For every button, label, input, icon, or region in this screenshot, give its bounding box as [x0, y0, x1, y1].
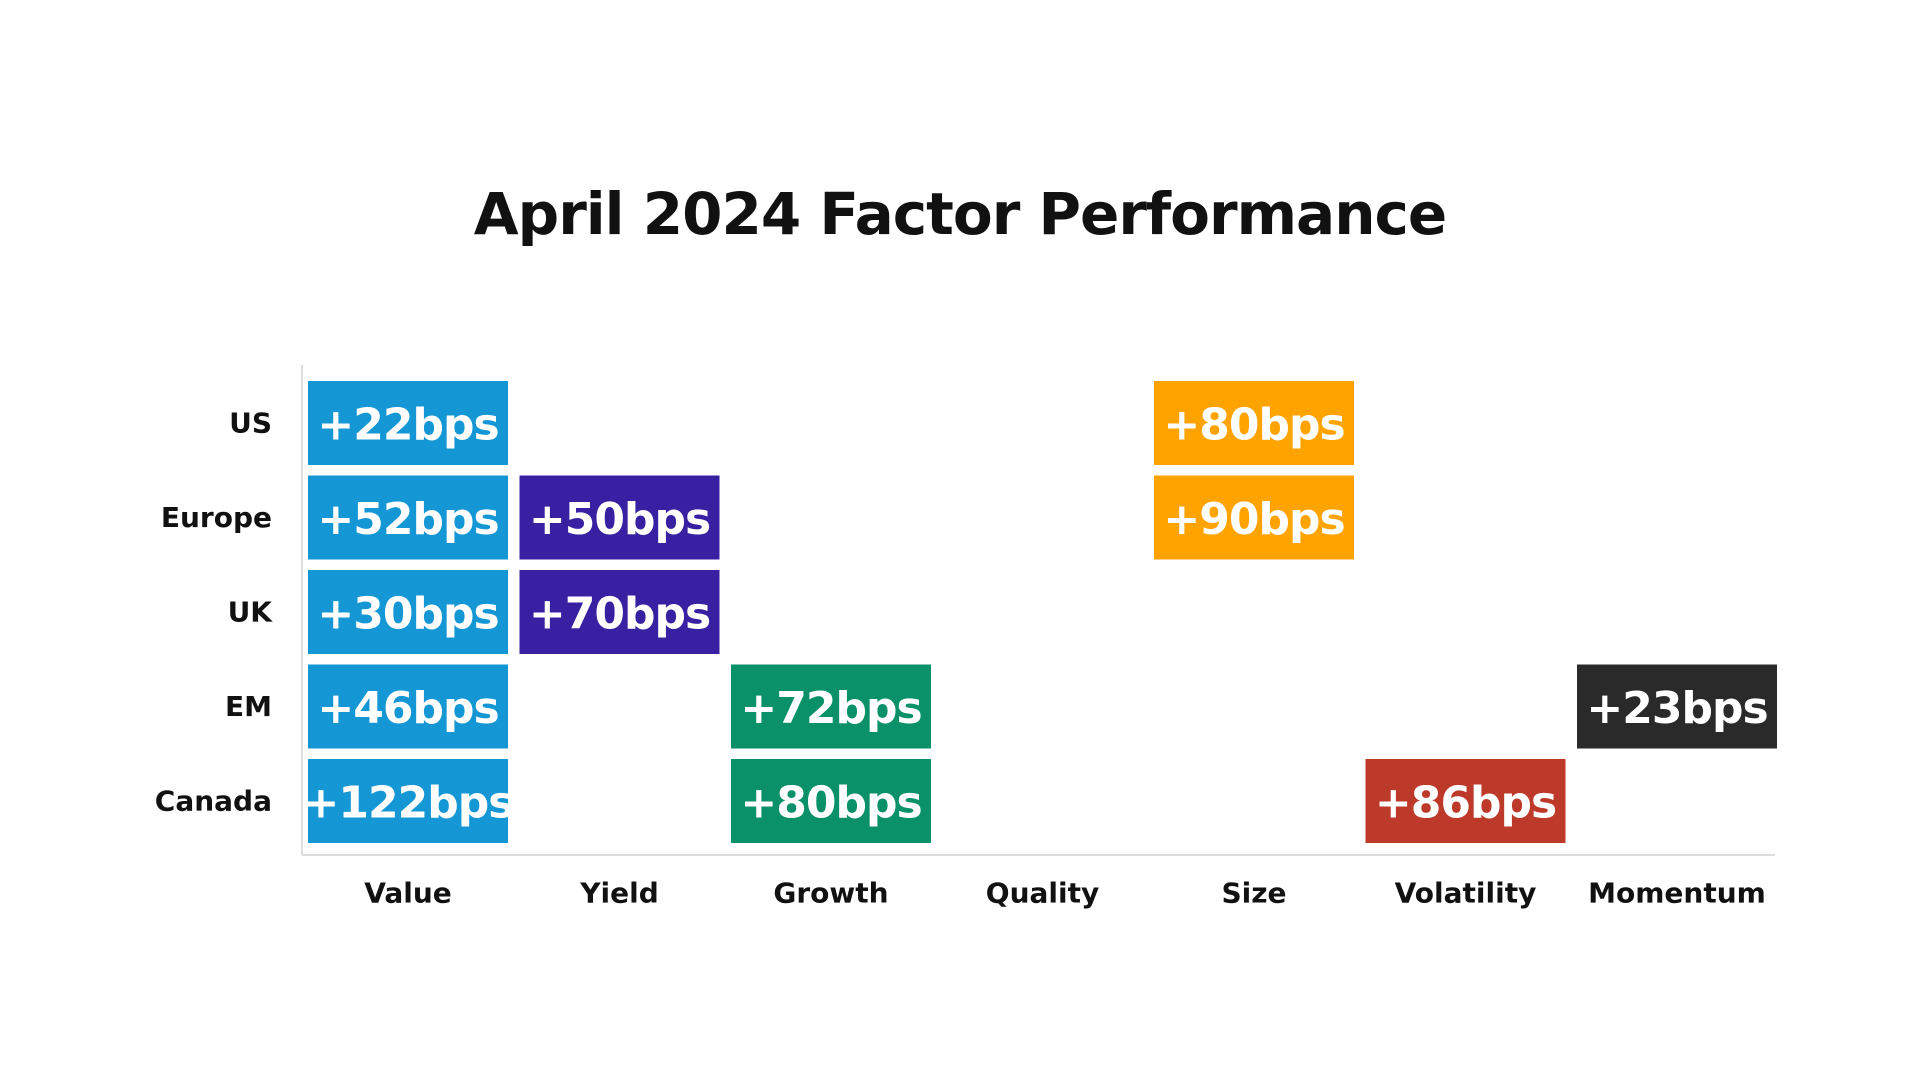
cell-canada-volatility-label: +86bps — [1375, 778, 1556, 829]
cell-us-size-label: +80bps — [1163, 400, 1344, 451]
cell-canada-volatility-bar — [1365, 759, 1566, 843]
cell-europe-value-label: +52bps — [317, 494, 498, 545]
cell-us-value-label: +22bps — [317, 400, 498, 451]
cell-canada-growth-label: +80bps — [740, 778, 921, 829]
cell-uk-value-bar — [308, 570, 508, 654]
cell-em-momentum-label: +23bps — [1586, 683, 1767, 734]
row-label-europe: Europe — [161, 501, 272, 534]
cell-us-value: +22bps — [308, 381, 508, 465]
cell-em-momentum-bar — [1577, 664, 1777, 749]
cell-canada-volatility: +86bps — [1365, 759, 1566, 843]
cell-em-value-label: +46bps — [317, 683, 498, 734]
cell-canada-growth: +80bps — [731, 759, 931, 843]
cell-europe-value-bar — [308, 475, 508, 560]
row-labels: US Europe UK EM Canada — [155, 407, 274, 818]
cell-uk-yield: +70bps — [519, 570, 720, 654]
column-label-growth: Growth — [773, 877, 888, 910]
cell-europe-yield-bar — [519, 475, 720, 560]
cell-uk-yield-label: +70bps — [529, 589, 710, 640]
cell-em-growth-label: +72bps — [740, 683, 921, 734]
column-labels: Value Yield Growth Quality Size Volatility Mom… — [364, 877, 1766, 910]
cell-em-growth: +72bps — [731, 664, 931, 749]
cell-us-value-bar — [308, 381, 508, 465]
cell-canada-growth-bar — [731, 759, 931, 843]
column-label-size: Size — [1221, 877, 1286, 910]
cell-europe-value: +52bps — [308, 475, 508, 560]
row-label-us: US — [229, 407, 272, 440]
cell-em-momentum: +23bps — [1577, 664, 1777, 749]
cell-europe-size-label: +90bps — [1163, 494, 1344, 545]
cell-europe-yield: +50bps — [519, 475, 720, 560]
column-label-quality: Quality — [986, 877, 1099, 910]
cell-uk-value: +30bps — [308, 570, 508, 654]
cell-canada-value-bar — [308, 759, 508, 843]
cell-europe-size-bar — [1154, 475, 1354, 560]
cell-em-growth-bar — [731, 664, 931, 749]
cell-uk-yield-bar — [519, 570, 720, 654]
chart-axes — [301, 365, 1775, 856]
chart-title: April 2024 Factor Performance — [473, 180, 1447, 248]
cell-canada-value: +122bps — [303, 759, 514, 843]
cell-em-value: +46bps — [308, 664, 508, 749]
row-label-em: EM — [225, 690, 272, 723]
cell-uk-value-label: +30bps — [317, 589, 498, 640]
cell-us-size-bar — [1154, 381, 1354, 465]
cell-em-value-bar — [308, 664, 508, 749]
chart-cells: +22bps +80bps +52bps +50bps +90bps +30bps +70b… — [303, 381, 1777, 843]
cell-europe-size: +90bps — [1154, 475, 1354, 560]
column-label-yield: Yield — [579, 877, 659, 910]
row-label-canada: Canada — [155, 785, 272, 818]
cell-europe-yield-label: +50bps — [529, 494, 710, 545]
row-label-uk: UK — [228, 596, 274, 629]
cell-us-size: +80bps — [1154, 381, 1354, 465]
column-label-volatility: Volatility — [1395, 877, 1537, 910]
cell-canada-value-label: +122bps — [303, 778, 514, 829]
column-label-momentum: Momentum — [1588, 877, 1766, 910]
column-label-value: Value — [364, 877, 452, 910]
